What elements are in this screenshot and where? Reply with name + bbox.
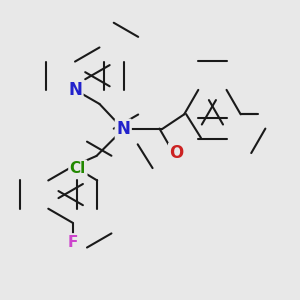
Text: Cl: Cl [70,161,86,176]
Text: N: N [116,120,130,138]
Text: F: F [68,235,78,250]
Text: N: N [68,81,82,99]
Text: O: O [169,144,184,162]
